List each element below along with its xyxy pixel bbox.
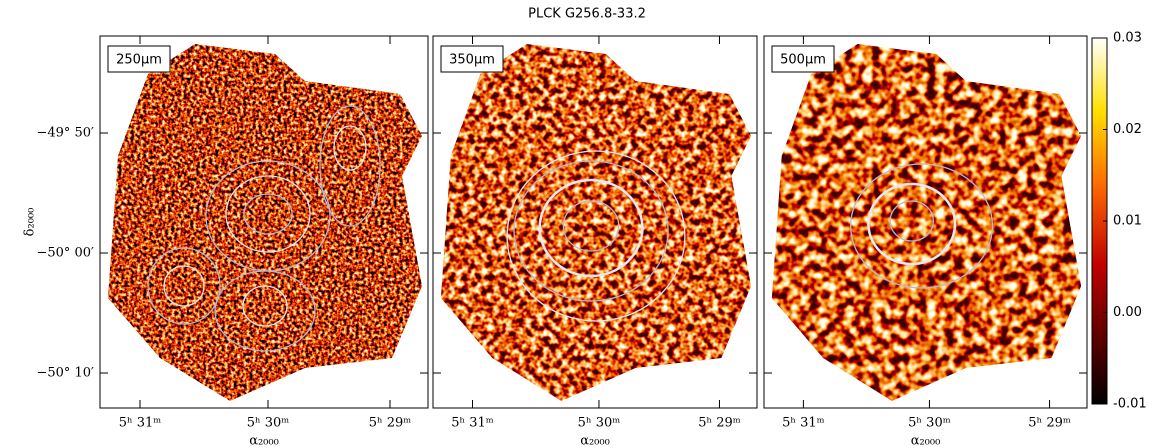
map-footprint xyxy=(771,44,1082,401)
panel-frame xyxy=(99,35,429,409)
figure-title: PLCK G256.8-33.2 xyxy=(528,7,646,22)
panel-label-box xyxy=(771,45,835,73)
panel-label-box xyxy=(440,45,504,73)
contour xyxy=(225,175,311,253)
contour xyxy=(333,125,367,171)
colorbar-tick-label: -0.01 xyxy=(1113,397,1147,412)
contour xyxy=(214,270,316,352)
map-footprint xyxy=(440,44,752,401)
colorbar-tick-label: 0.00 xyxy=(1113,305,1142,320)
map-footprint xyxy=(108,44,422,401)
contour xyxy=(850,163,994,289)
colorbar-tick-label: 0.01 xyxy=(1113,214,1142,229)
x-tick-label: 5ʰ 30ᵐ xyxy=(578,416,621,431)
x-axis-label: α₂₀₀₀ xyxy=(580,434,610,448)
x-tick-label: 5ʰ 30ᵐ xyxy=(908,416,951,431)
x-axis-label: α₂₀₀₀ xyxy=(249,434,279,448)
contour xyxy=(163,265,205,307)
contour xyxy=(889,200,935,242)
x-tick-label: 5ʰ 31ᵐ xyxy=(782,416,825,431)
contour xyxy=(147,247,221,325)
colorbar-tick-label: 0.02 xyxy=(1113,122,1142,137)
x-tick-label: 5ʰ 29ᵐ xyxy=(369,416,412,431)
panel-label: 500μm xyxy=(780,53,826,68)
x-tick-label: 5ʰ 29ᵐ xyxy=(1028,416,1071,431)
contour xyxy=(243,193,293,235)
panel-label: 250μm xyxy=(116,53,162,68)
y-tick-label: −49° 50′ xyxy=(36,126,94,141)
contour xyxy=(319,105,381,227)
panel-frame xyxy=(763,35,1088,409)
colorbar-tick-label: 0.03 xyxy=(1113,31,1142,46)
y-axis-label: δ₂₀₀₀ xyxy=(23,208,38,237)
contour xyxy=(562,200,620,252)
x-tick-label: 5ʰ 31ᵐ xyxy=(119,416,162,431)
x-tick-label: 5ʰ 29ᵐ xyxy=(698,416,741,431)
x-tick-label: 5ʰ 31ᵐ xyxy=(451,416,494,431)
panel-label: 350μm xyxy=(449,53,495,68)
panel-frame xyxy=(432,35,758,409)
y-tick-label: −50° 10′ xyxy=(36,366,94,381)
contour xyxy=(867,182,957,266)
contour xyxy=(242,285,288,327)
x-tick-label: 5ʰ 30ᵐ xyxy=(247,416,290,431)
x-axis-label: α₂₀₀₀ xyxy=(911,434,941,448)
y-tick-label: −50° 00′ xyxy=(36,246,94,261)
contour xyxy=(506,150,686,322)
contour xyxy=(538,178,644,278)
contour xyxy=(513,160,669,302)
panel-label-box xyxy=(107,45,171,73)
